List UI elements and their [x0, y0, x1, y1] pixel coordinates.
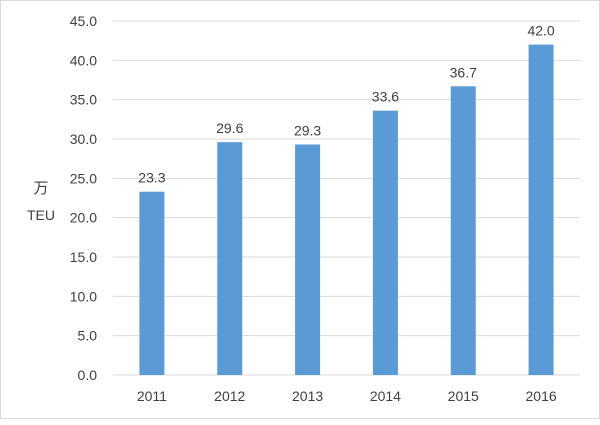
bar — [372, 110, 398, 376]
x-tick-label: 2012 — [214, 388, 245, 404]
y-tick-label: 45.0 — [70, 13, 97, 29]
y-axis-ticks: 0.0 5.0 10.0 15.0 20.0 25.0 30.0 35.0 40.0 45.0 — [70, 13, 97, 383]
y-tick-label: 25.0 — [70, 170, 97, 186]
y-tick-label: 10.0 — [70, 288, 97, 304]
y-axis-label-line2: TEU — [27, 207, 55, 223]
y-axis-label-line1: 万 — [33, 180, 48, 197]
bar-value-label: 29.3 — [294, 123, 321, 139]
bars — [139, 44, 554, 376]
bar-value-label: 29.6 — [216, 120, 243, 136]
x-tick-label: 2015 — [448, 388, 479, 404]
bar — [295, 144, 321, 375]
x-tick-label: 2011 — [137, 388, 167, 404]
bar-value-label: 36.7 — [450, 64, 477, 80]
bar — [528, 44, 554, 375]
y-tick-label: 0.0 — [78, 367, 98, 383]
gridlines — [113, 20, 580, 376]
bar — [450, 86, 476, 375]
bar-value-label: 23.3 — [138, 170, 165, 186]
x-axis-ticks: 2011 2012 2013 2014 2015 2016 — [137, 388, 557, 404]
y-tick-label: 20.0 — [70, 210, 97, 226]
bar-value-label: 33.6 — [372, 89, 399, 105]
bar-value-label: 42.0 — [527, 23, 554, 39]
x-tick-label: 2014 — [370, 388, 401, 404]
bar — [217, 142, 243, 375]
y-tick-label: 35.0 — [70, 92, 97, 108]
x-tick-label: 2013 — [292, 388, 323, 404]
x-tick-label: 2016 — [526, 388, 557, 404]
y-tick-label: 30.0 — [70, 131, 97, 147]
y-tick-label: 15.0 — [70, 249, 97, 265]
value-labels: 23.3 29.6 29.3 33.6 36.7 42.0 — [138, 23, 555, 186]
y-tick-label: 40.0 — [70, 52, 97, 68]
bar — [139, 191, 165, 375]
y-tick-label: 5.0 — [78, 328, 98, 344]
